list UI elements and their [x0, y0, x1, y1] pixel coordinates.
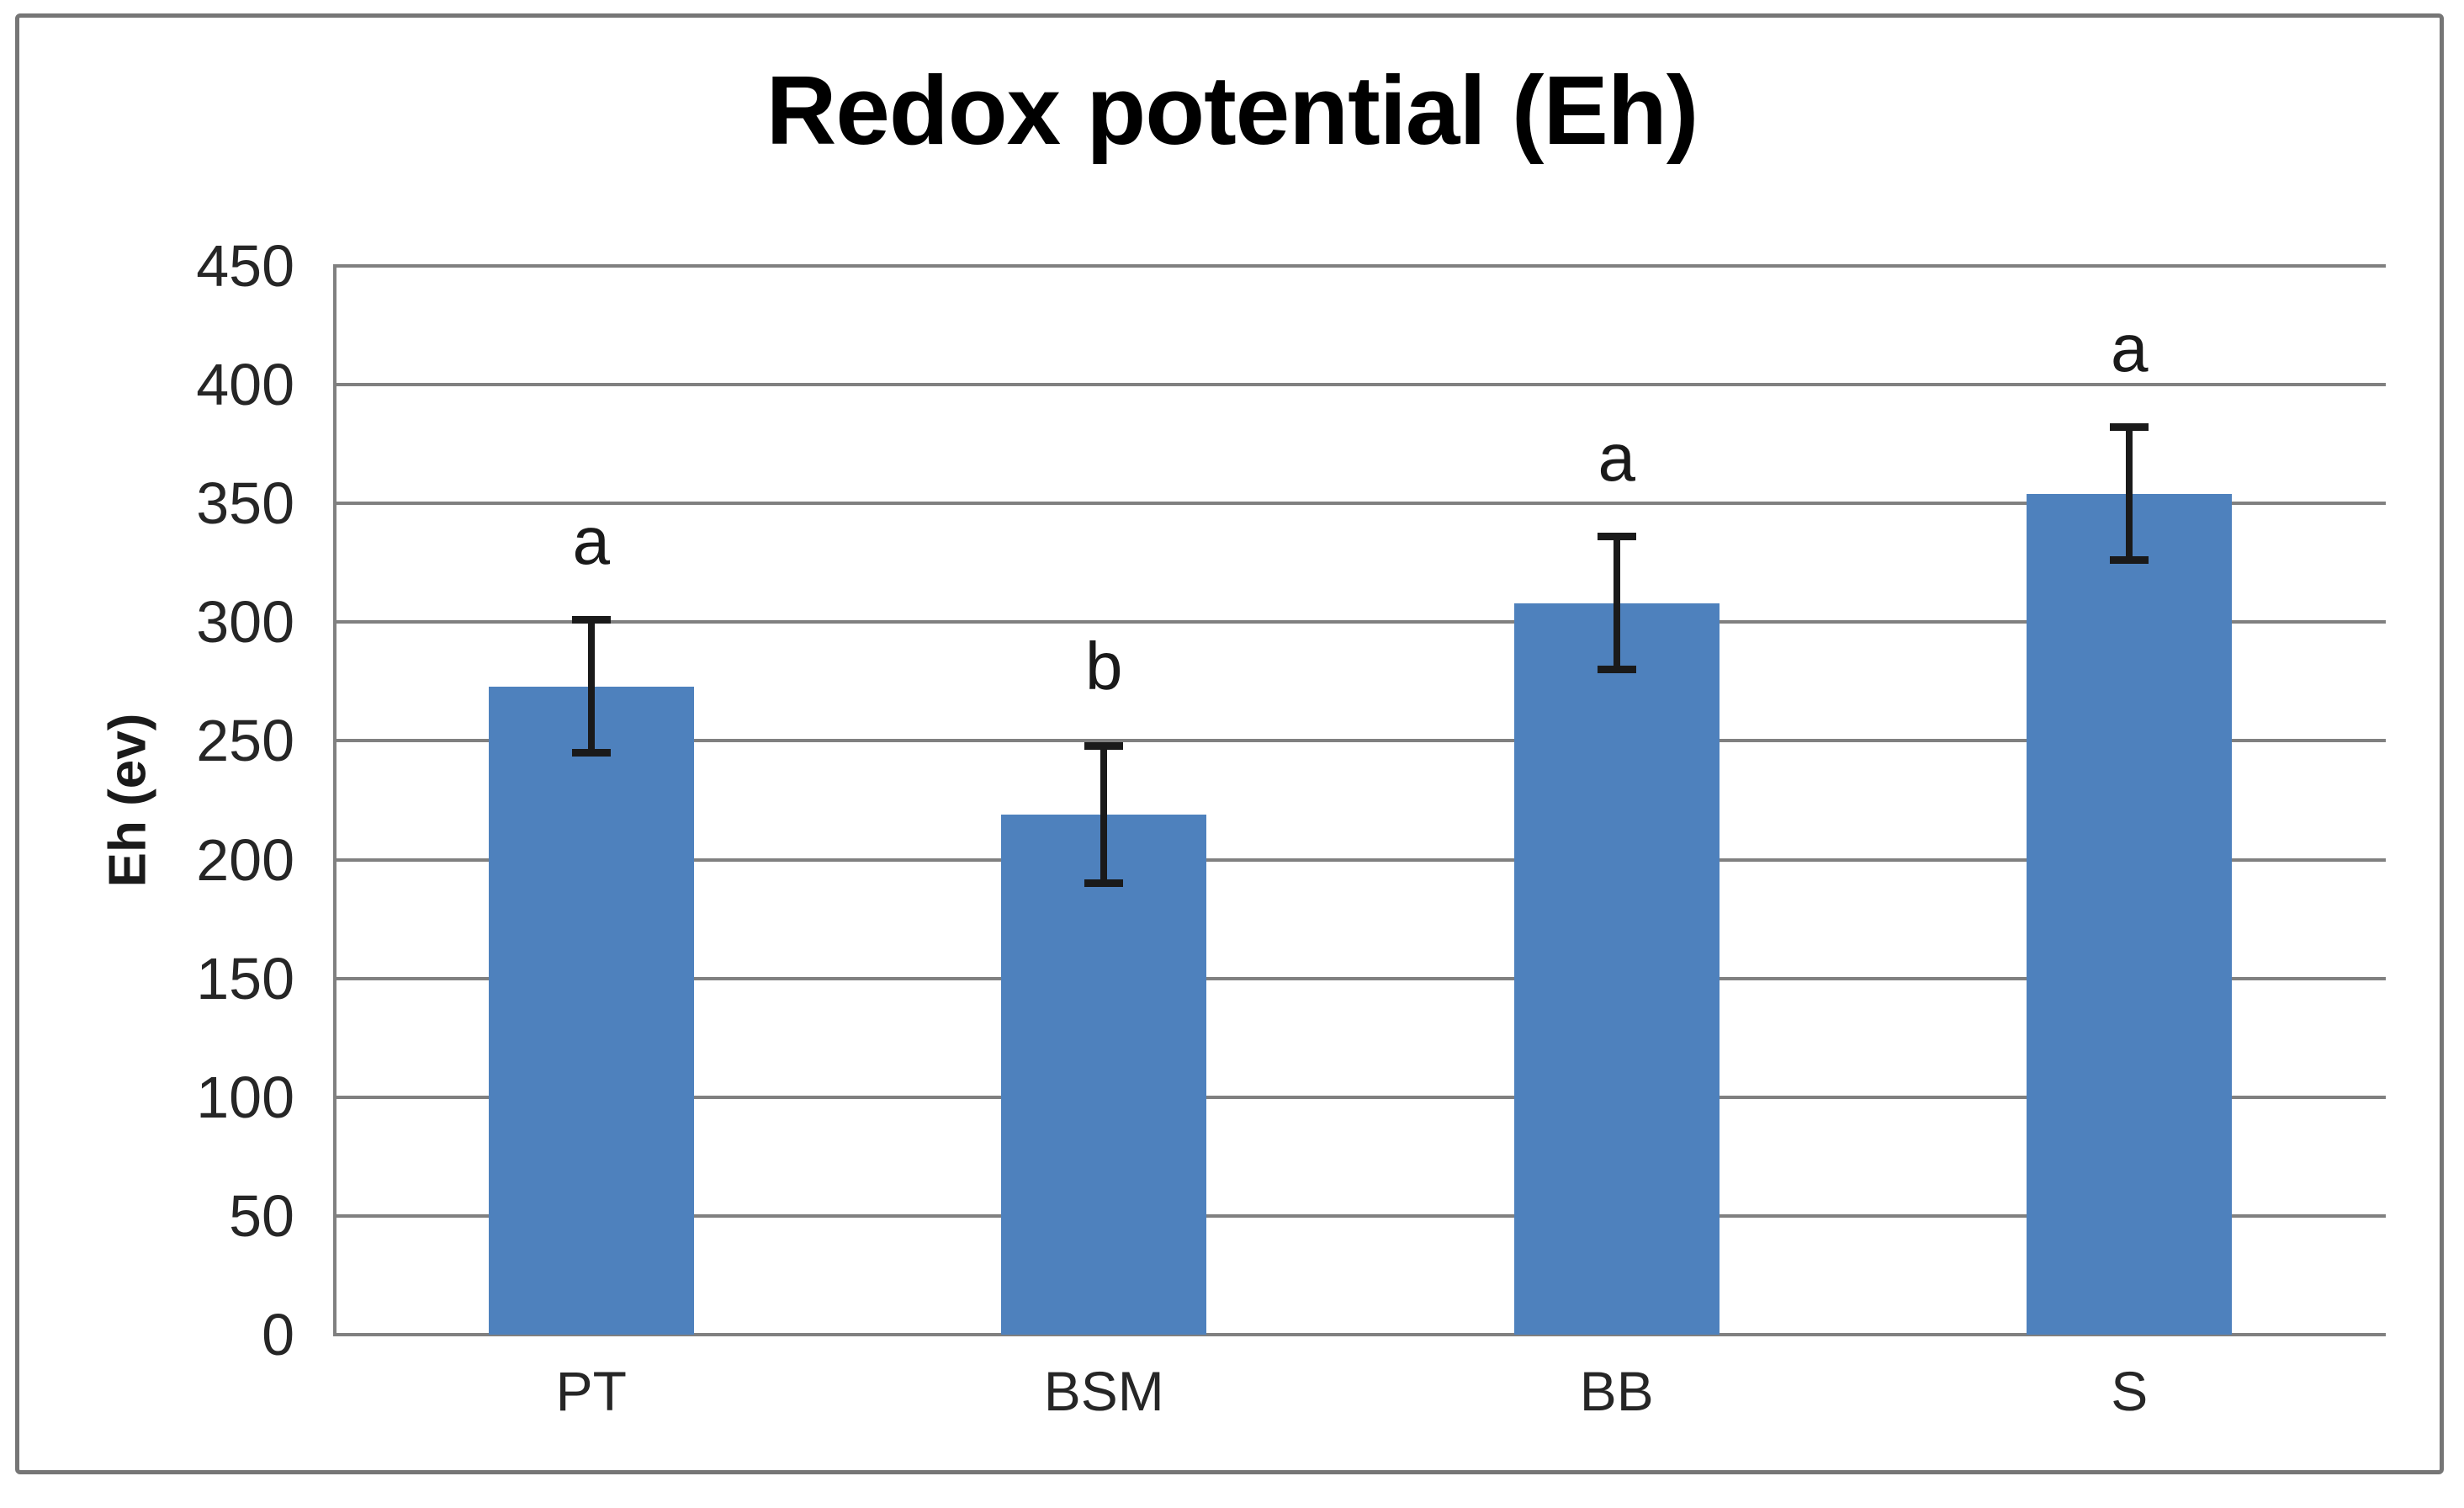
- bar-PT: [488, 686, 694, 1335]
- bar-S: [2027, 493, 2233, 1335]
- y-tick-label: 350: [196, 470, 294, 537]
- significance-letter-BB: a: [1598, 419, 1636, 495]
- gridline-y-50: [335, 1213, 2386, 1218]
- y-tick-label: 300: [196, 589, 294, 656]
- y-tick-label: 50: [229, 1182, 294, 1249]
- gridline-y-450: [335, 264, 2386, 268]
- error-bar-cap-bottom-BSM: [1084, 879, 1124, 888]
- error-bar-cap-top-BSM: [1084, 741, 1124, 750]
- chart-outer-border: [15, 13, 2444, 1474]
- y-tick-label: 250: [196, 708, 294, 774]
- error-bar-cap-bottom-BB: [1597, 666, 1636, 674]
- gridline-y-400: [335, 383, 2386, 387]
- bar-BSM: [1001, 814, 1207, 1335]
- x-axis-label-S: S: [2111, 1360, 2149, 1422]
- y-axis-line: [333, 264, 336, 1336]
- x-axis-label-BB: BB: [1579, 1360, 1654, 1422]
- significance-letter-BSM: b: [1085, 629, 1123, 704]
- y-tick-label: 450: [196, 233, 294, 299]
- gridline-y-200: [335, 858, 2386, 862]
- gridline-y-350: [335, 502, 2386, 506]
- x-axis-label-PT: PT: [555, 1360, 627, 1422]
- error-bar-cap-top-BB: [1597, 533, 1636, 541]
- significance-letter-S: a: [2111, 310, 2149, 385]
- x-axis-label-BSM: BSM: [1043, 1360, 1164, 1422]
- gridline-y-100: [335, 1095, 2386, 1099]
- error-bar-cap-bottom-PT: [571, 749, 611, 757]
- gridline-y-0: [335, 1333, 2386, 1336]
- y-tick-label: 150: [196, 945, 294, 1012]
- error-bar-cap-top-S: [2110, 423, 2149, 432]
- error-bar-line-PT: [587, 619, 595, 753]
- y-tick-label: 0: [262, 1302, 294, 1367]
- error-bar-cap-top-PT: [571, 616, 611, 624]
- bar-BB: [1513, 603, 1720, 1335]
- error-bar-line-BSM: [1100, 746, 1108, 884]
- error-bar-line-S: [2126, 427, 2133, 560]
- error-bar-cap-bottom-S: [2110, 556, 2149, 565]
- error-bar-line-BB: [1613, 536, 1620, 670]
- y-tick-label: 200: [196, 826, 294, 893]
- y-tick-label: 400: [196, 352, 294, 418]
- gridline-y-300: [335, 620, 2386, 624]
- y-tick-label: 100: [196, 1064, 294, 1130]
- significance-letter-PT: a: [572, 502, 611, 578]
- gridline-y-250: [335, 739, 2386, 743]
- gridline-y-150: [335, 976, 2386, 980]
- chart-title: Redox potential (Eh): [766, 56, 1699, 165]
